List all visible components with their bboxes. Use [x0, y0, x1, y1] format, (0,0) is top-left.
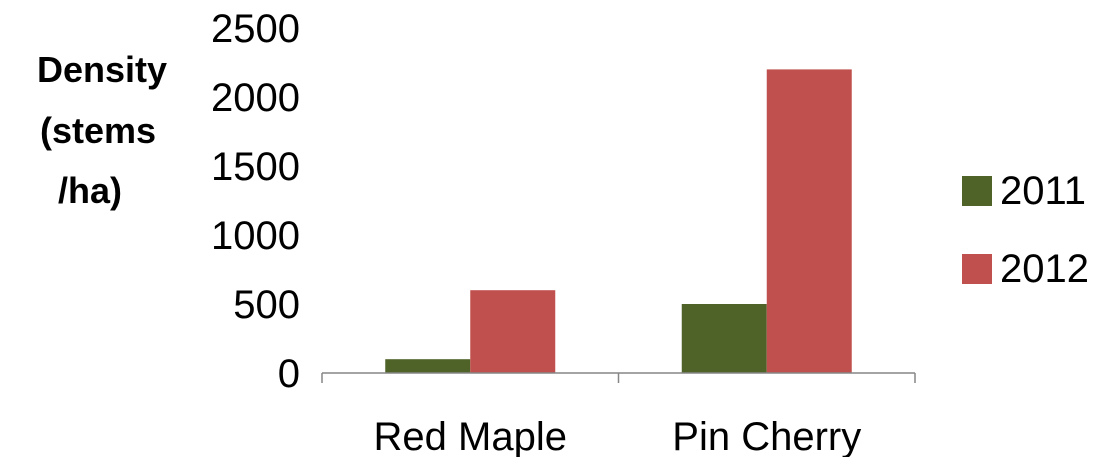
y-tick-label: 2000	[211, 76, 300, 120]
bar-2011-red-maple	[385, 359, 471, 373]
y-axis-label-line-1: Density	[37, 49, 167, 90]
y-axis-ticks: 0 500 1000 1500 2000 2500	[211, 7, 300, 396]
y-tick-label: 2500	[211, 7, 300, 51]
y-tick-label: 0	[278, 352, 300, 396]
x-axis-tick-labels: Red Maple Pin Cherry	[374, 415, 862, 457]
x-tick-label: Red Maple	[374, 415, 567, 457]
legend-label-2011: 2011	[1000, 169, 1086, 213]
legend-swatch-2012	[962, 254, 992, 284]
y-tick-label: 500	[233, 283, 300, 327]
y-axis-label-line-2: (stems	[40, 110, 156, 151]
legend-label-2012: 2012	[1000, 247, 1089, 291]
y-axis-label: Density (stems /ha)	[37, 49, 167, 211]
legend-swatch-2011	[962, 176, 992, 206]
bar-2012-red-maple	[470, 290, 556, 373]
bar-2012-pin-cherry	[766, 69, 852, 374]
bars	[385, 69, 852, 374]
bar-2011-pin-cherry	[681, 304, 767, 373]
y-tick-label: 1500	[211, 145, 300, 189]
legend: 2011 2012	[962, 169, 1089, 291]
y-axis-label-line-3: /ha)	[58, 170, 122, 211]
y-tick-label: 1000	[211, 214, 300, 258]
x-axis	[321, 372, 916, 383]
x-tick-label: Pin Cherry	[672, 415, 861, 457]
